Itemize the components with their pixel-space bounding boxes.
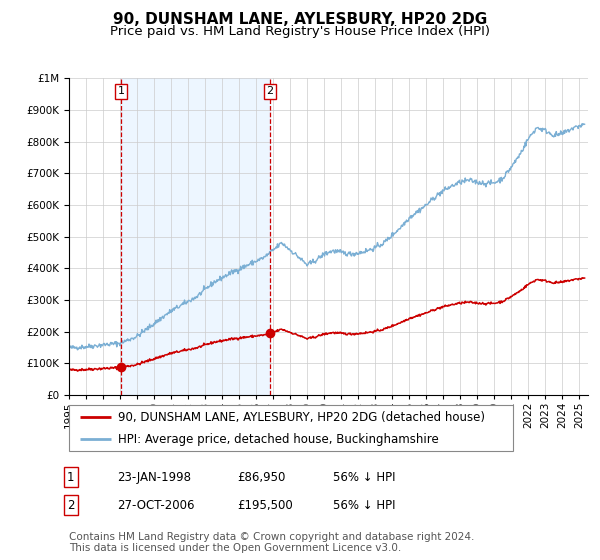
Text: 56% ↓ HPI: 56% ↓ HPI	[333, 470, 395, 484]
Text: 90, DUNSHAM LANE, AYLESBURY, HP20 2DG: 90, DUNSHAM LANE, AYLESBURY, HP20 2DG	[113, 12, 487, 27]
Text: 27-OCT-2006: 27-OCT-2006	[117, 498, 194, 512]
Text: 23-JAN-1998: 23-JAN-1998	[117, 470, 191, 484]
Text: 1: 1	[118, 86, 125, 96]
Text: Price paid vs. HM Land Registry's House Price Index (HPI): Price paid vs. HM Land Registry's House …	[110, 25, 490, 38]
Text: 1: 1	[67, 470, 74, 484]
Text: 90, DUNSHAM LANE, AYLESBURY, HP20 2DG (detached house): 90, DUNSHAM LANE, AYLESBURY, HP20 2DG (d…	[118, 411, 485, 424]
Text: £86,950: £86,950	[237, 470, 286, 484]
Text: £195,500: £195,500	[237, 498, 293, 512]
Text: 56% ↓ HPI: 56% ↓ HPI	[333, 498, 395, 512]
Text: Contains HM Land Registry data © Crown copyright and database right 2024.
This d: Contains HM Land Registry data © Crown c…	[69, 531, 475, 553]
FancyBboxPatch shape	[69, 405, 513, 451]
Text: 2: 2	[266, 86, 274, 96]
Text: 2: 2	[67, 498, 74, 512]
Bar	[121, 78, 270, 395]
Text: HPI: Average price, detached house, Buckinghamshire: HPI: Average price, detached house, Buck…	[118, 433, 439, 446]
